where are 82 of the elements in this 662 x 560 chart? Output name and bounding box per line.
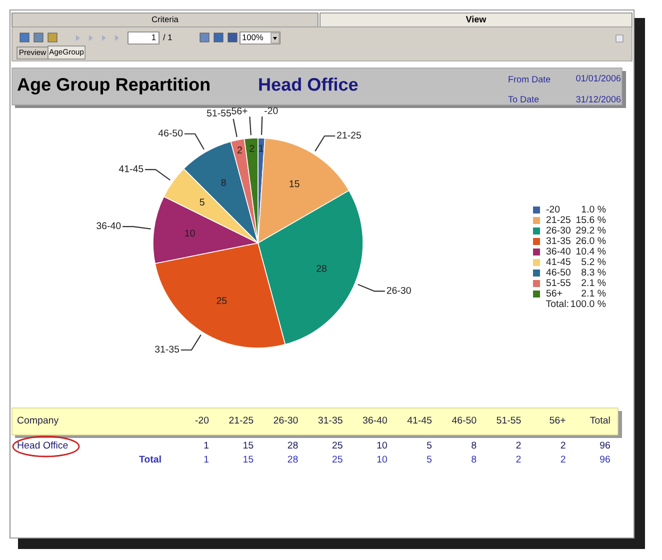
text: 10 [377,442,388,449]
text: 28 [288,456,298,463]
category-label: 41-45 [407,416,432,424]
category-label: 51-55 [496,416,521,424]
category-label: -20 [195,416,209,424]
text: 2 [560,456,566,463]
text: 8.3 % [582,268,606,276]
category-label: 26-30 [274,416,298,424]
text: Company [17,416,59,426]
text: 5 [426,442,432,449]
text: 29.2 % [576,226,606,234]
legend-label: 56+ [546,290,562,297]
text: From Date [508,76,550,82]
category-label: 56+ [550,416,566,424]
legend-label: 41-45 [546,258,570,266]
text: 5 [426,456,432,463]
text: 1 [152,34,156,40]
legend-label: 21-25 [546,216,570,224]
slice-label: 41-45 [118,165,144,172]
category-label: 31-35 [318,416,342,424]
slice-label: 21-25 [337,132,361,139]
text: 2 [516,456,521,463]
category-label: 46-50 [452,416,476,424]
text: 10 [377,456,388,463]
legend-label: 46-50 [546,268,570,276]
text: 31/12/2006 [576,96,621,102]
text: 25 [332,456,342,463]
text: Total [139,455,161,463]
text: Criteria [152,16,178,22]
text: / 1 [163,34,172,40]
text: 2 [560,442,566,449]
category-label: 21-25 [229,416,254,424]
text: 28 [288,442,298,449]
text: 15 [244,456,254,463]
legend-label: 36-40 [546,248,570,255]
text: Head Office [18,441,68,449]
slice-label: 31-35 [154,346,180,353]
legend-label: 31-35 [546,237,570,244]
category-label: 36-40 [362,416,388,424]
data-label: 25 [216,297,227,304]
text: 2.1 % [582,290,606,297]
text: 1 [204,442,209,449]
text: 100% [242,34,264,40]
legend-label: 51-55 [546,279,570,286]
slice-label: -20 [264,107,278,114]
text: View [466,16,486,22]
text: 96 [600,442,610,449]
data-label: 10 [185,230,195,237]
text: 96 [600,456,610,463]
chart-subtitle: Head Office [259,78,358,91]
text: Total: [546,300,568,308]
legend-label: 26-30 [546,226,570,234]
slice-label: 46-50 [158,130,183,136]
text: 1.0 % [582,206,606,213]
data-label: 5 [200,198,204,206]
data-label: 15 [290,180,300,188]
text: 8 [472,442,476,449]
text: To Date [508,96,539,102]
text: 10.4 % [576,248,606,255]
slice-label: 36-40 [96,222,121,230]
slice-label: 56+ [232,107,248,114]
text: 8 [472,456,476,463]
chart-title: Age Group Repartition [17,78,210,94]
text: 1 [204,456,209,463]
text: 15 [244,442,254,449]
text: 5.2 % [582,258,606,266]
data-label: 2 [250,144,254,152]
data-label: 8 [221,179,226,186]
text: 15.6 % [576,216,606,224]
text: 100.0 % [571,300,606,308]
slice-label: 26-30 [386,286,411,294]
data-label: 1 [259,144,264,152]
text: 25 [332,442,342,449]
legend-label: -20 [546,206,560,213]
text: Total [590,416,610,424]
slice-label: 51-55 [206,110,232,116]
data-label: 28 [316,265,327,272]
text: 26.0 % [576,237,606,244]
text: 2.1 % [582,279,606,286]
text: 2 [516,442,521,449]
text: 01/01/2006 [576,74,621,82]
data-label: 2 [237,146,242,154]
